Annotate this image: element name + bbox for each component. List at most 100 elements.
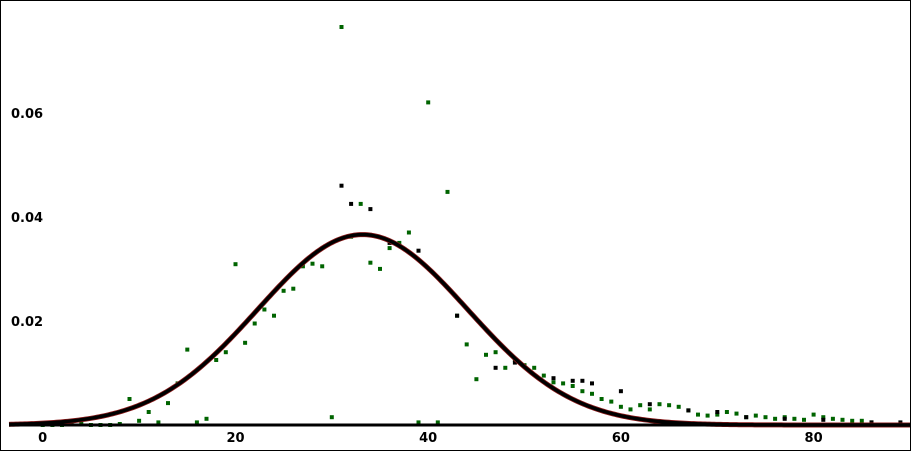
data-point xyxy=(821,415,826,420)
data-point xyxy=(840,417,845,422)
data-point xyxy=(821,417,826,422)
data-point xyxy=(426,100,431,105)
data-point xyxy=(667,403,672,408)
data-point xyxy=(561,381,566,386)
data-point xyxy=(223,350,228,355)
x-tick-label: 60 xyxy=(612,431,630,446)
data-point xyxy=(715,410,720,414)
data-point xyxy=(416,248,421,253)
data-point xyxy=(137,418,142,423)
data-point xyxy=(570,384,575,388)
data-point xyxy=(570,378,575,383)
x-tick-label: 0 xyxy=(38,431,47,446)
data-point xyxy=(638,403,643,408)
series-0 xyxy=(40,25,874,427)
data-point xyxy=(493,350,498,355)
data-point xyxy=(252,321,257,326)
data-point xyxy=(204,416,209,421)
data-point xyxy=(676,404,681,409)
data-point xyxy=(609,399,614,404)
data-point xyxy=(185,347,190,352)
data-point xyxy=(233,262,238,267)
data-point xyxy=(753,413,758,418)
data-point xyxy=(243,340,248,345)
data-point xyxy=(493,365,498,370)
data-point xyxy=(310,261,315,266)
data-point xyxy=(320,264,325,269)
data-point xyxy=(214,358,219,362)
data-point xyxy=(647,407,652,412)
data-point xyxy=(850,418,855,423)
data-point xyxy=(397,240,402,245)
data-point xyxy=(156,420,161,425)
data-point xyxy=(618,389,623,394)
data-point xyxy=(657,402,662,407)
data-point xyxy=(194,420,199,425)
data-point xyxy=(580,378,585,383)
data-point xyxy=(724,410,729,414)
data-point xyxy=(445,189,450,194)
data-point xyxy=(358,201,363,206)
data-point xyxy=(734,411,739,416)
data-point xyxy=(435,420,440,425)
data-point xyxy=(551,376,556,381)
data-point xyxy=(339,25,344,29)
data-point xyxy=(811,412,816,417)
data-point xyxy=(532,365,537,370)
data-point xyxy=(618,404,623,409)
data-point xyxy=(802,417,806,422)
data-point xyxy=(329,415,334,420)
data-point xyxy=(744,415,749,420)
data-points xyxy=(40,25,903,427)
data-point xyxy=(387,246,392,251)
data-point xyxy=(898,420,903,425)
data-point xyxy=(599,397,604,401)
y-tick-label: 0.04 xyxy=(11,211,43,226)
data-point xyxy=(406,230,411,235)
x-tick-label: 80 xyxy=(805,431,823,446)
data-point xyxy=(792,416,797,421)
data-point xyxy=(127,397,132,401)
data-point xyxy=(580,389,585,394)
data-point xyxy=(339,183,344,188)
data-point xyxy=(262,307,267,312)
data-point xyxy=(281,288,286,293)
data-point xyxy=(686,408,691,413)
data-point xyxy=(272,313,276,318)
y-tick-label: 0.06 xyxy=(11,107,43,122)
fitted-curve-underlay xyxy=(8,232,911,428)
data-point xyxy=(773,416,778,421)
data-point xyxy=(830,416,835,421)
data-point xyxy=(628,407,633,412)
data-point xyxy=(166,401,170,406)
fitted-normal-curve xyxy=(8,232,910,427)
data-point xyxy=(705,413,710,418)
data-point xyxy=(503,365,508,370)
data-point xyxy=(541,373,546,378)
data-point xyxy=(590,391,594,396)
data-point xyxy=(368,260,373,265)
data-point xyxy=(378,266,382,271)
data-point xyxy=(869,420,874,425)
x-tick-label: 20 xyxy=(226,431,244,446)
data-point xyxy=(455,313,460,318)
data-point xyxy=(859,418,864,423)
data-point xyxy=(647,402,652,407)
data-point xyxy=(484,352,488,357)
data-point xyxy=(464,342,469,347)
x-tick-label: 40 xyxy=(419,431,437,446)
fitted-curve-layer xyxy=(8,232,911,428)
data-point xyxy=(474,377,479,382)
data-point xyxy=(590,381,594,386)
data-point xyxy=(763,415,768,420)
data-point xyxy=(146,410,151,414)
data-point xyxy=(416,420,421,425)
data-point xyxy=(512,360,517,365)
data-point xyxy=(551,380,556,385)
data-point xyxy=(715,412,720,417)
data-point xyxy=(782,416,787,421)
data-point xyxy=(291,286,296,291)
series-1 xyxy=(339,183,903,425)
